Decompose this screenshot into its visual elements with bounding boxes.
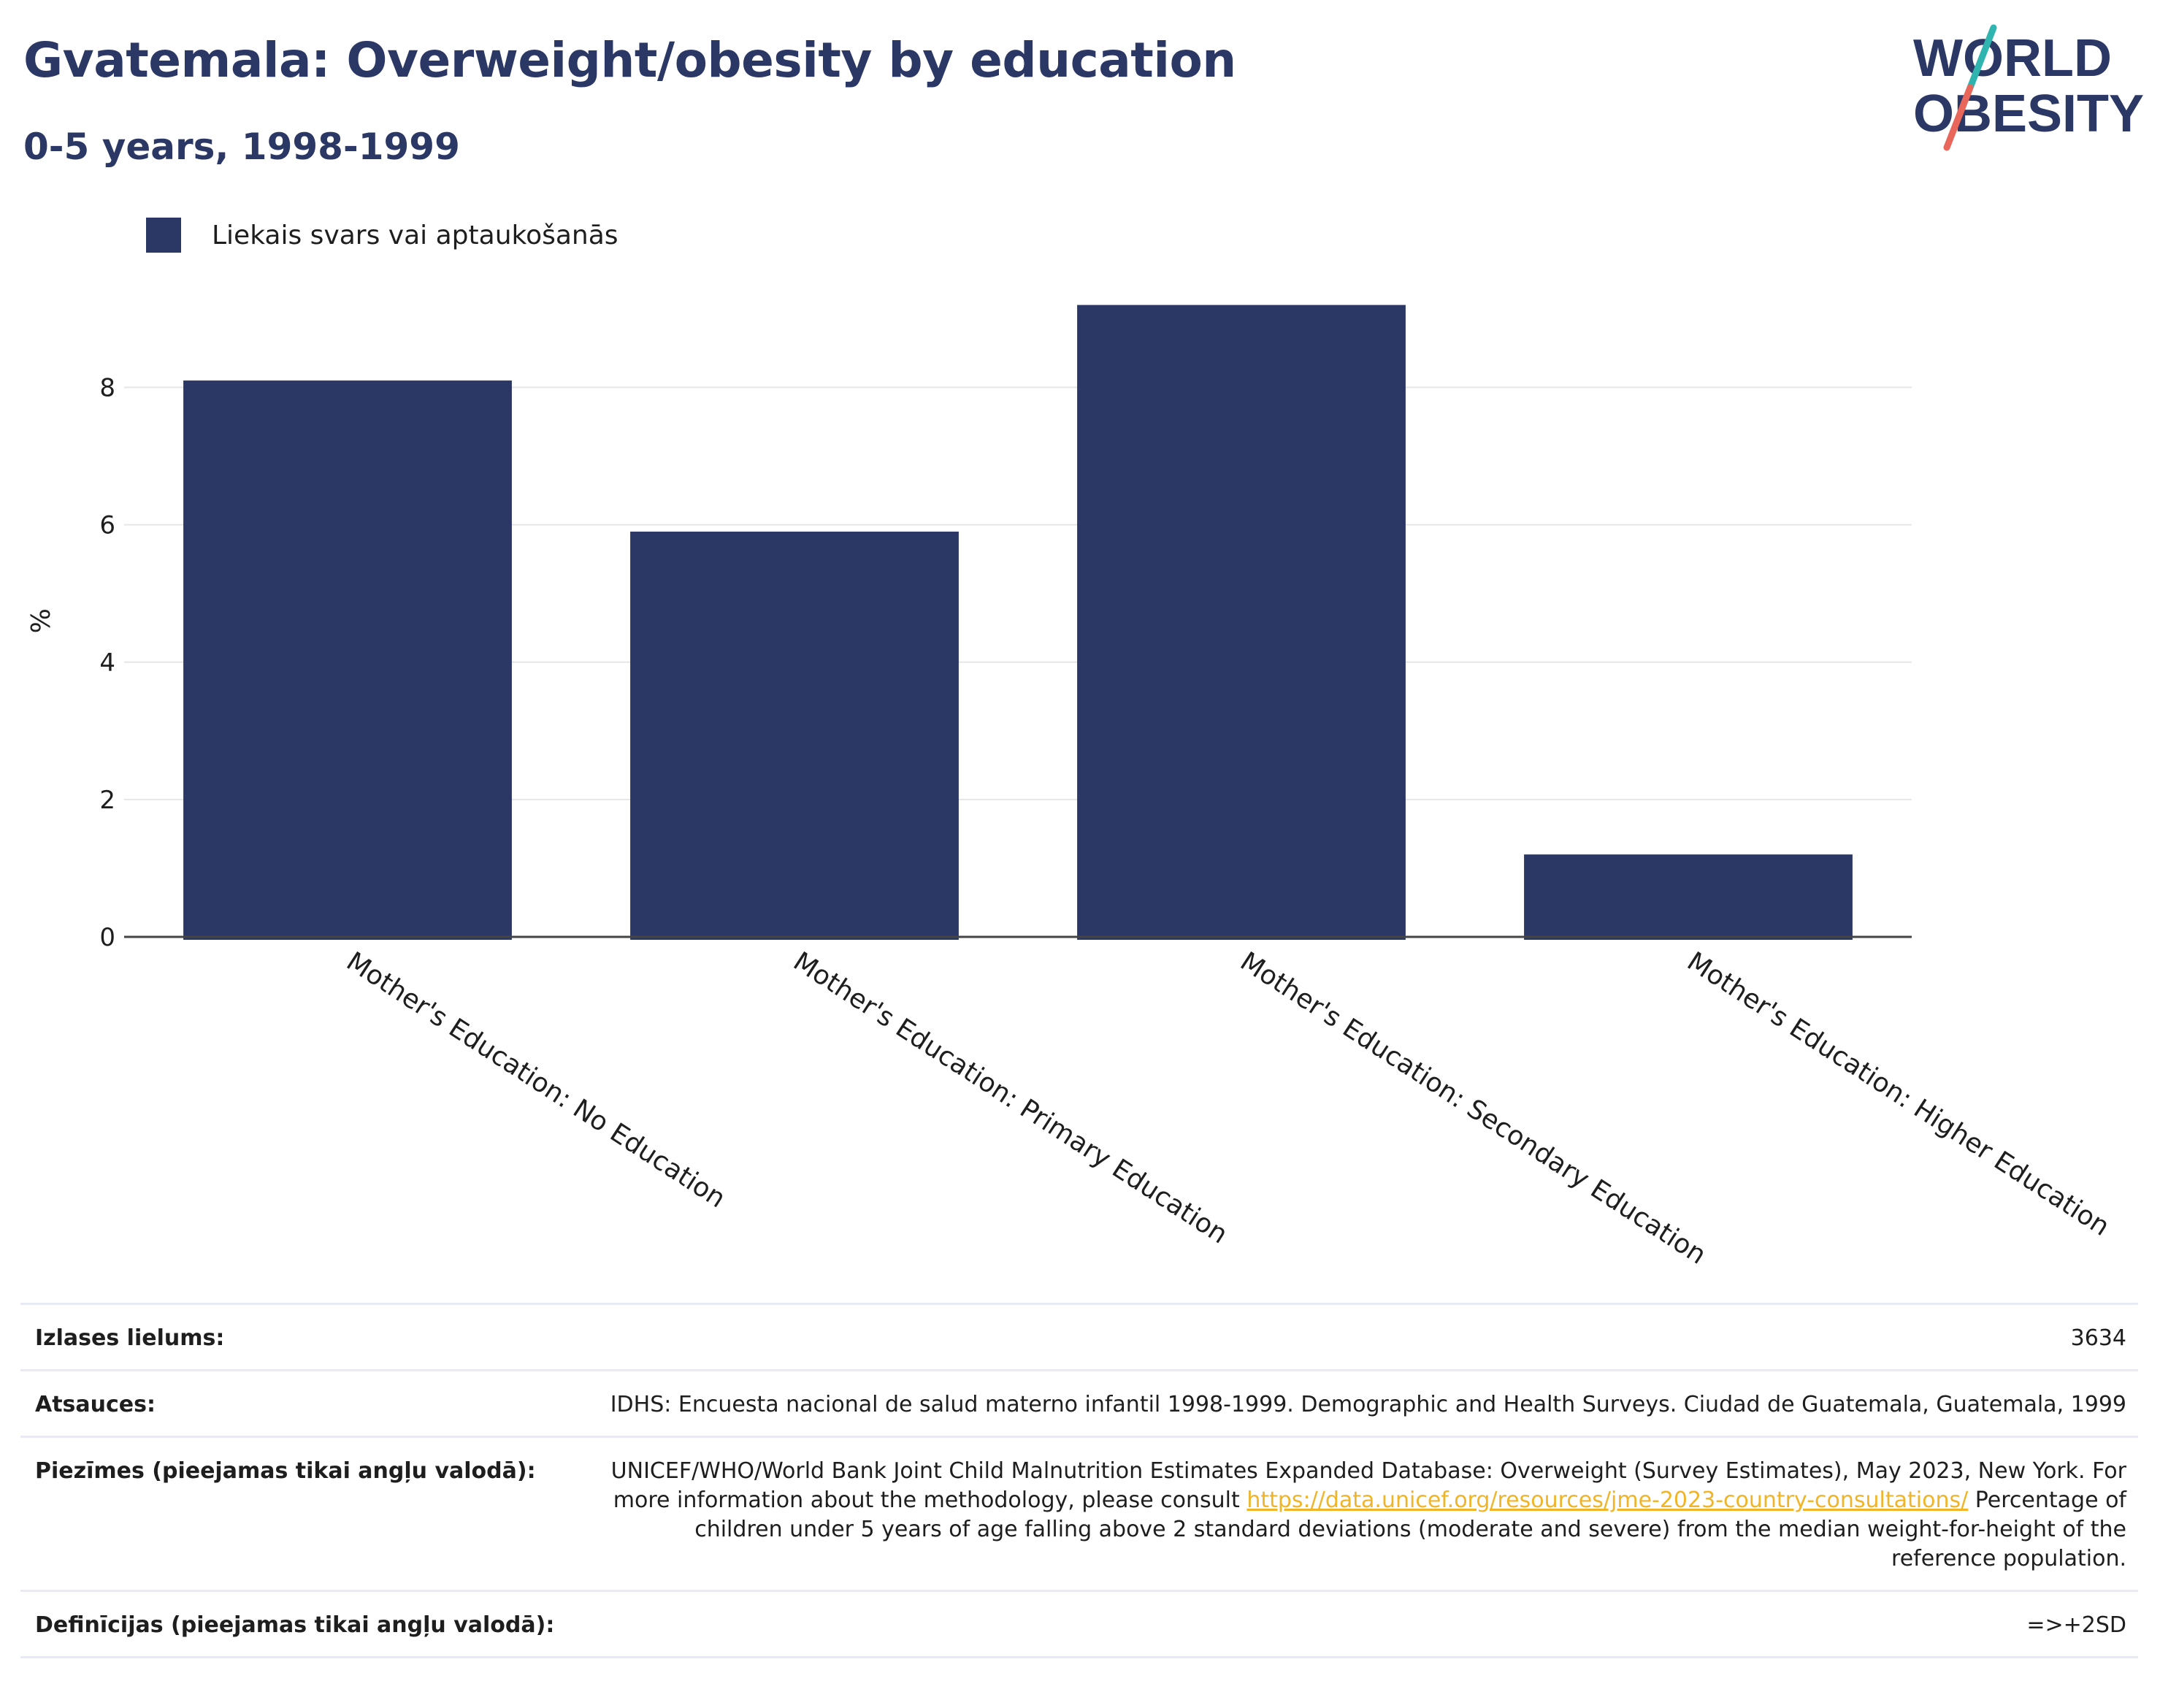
notes-text-2: Percentage of children under 5 years of … bbox=[694, 1487, 2126, 1571]
notes-value: UNICEF/WHO/World Bank Joint Child Malnut… bbox=[593, 1457, 2126, 1574]
chart-legend[interactable]: Liekais svars vai aptaukošanās bbox=[146, 218, 618, 253]
chart-subtitle: 0-5 years, 1998-1999 bbox=[23, 126, 460, 168]
y-tick-label: 0 bbox=[99, 923, 115, 952]
y-tick-label: 4 bbox=[99, 648, 115, 678]
definitions-row: Definīcijas (pieejamas tikai angļu valod… bbox=[20, 1590, 2138, 1658]
references-label: Atsauces: bbox=[35, 1392, 156, 1417]
sample-size-value: 3634 bbox=[2070, 1325, 2126, 1351]
notes-label: Piezīmes (pieejamas tikai angļu valodā): bbox=[35, 1458, 536, 1484]
references-row: Atsauces: IDHS: Encuesta nacional de sal… bbox=[20, 1369, 2138, 1436]
sample-size-label: Izlases lielums: bbox=[35, 1325, 225, 1351]
info-table: Izlases lielums: 3634 Atsauces: IDHS: En… bbox=[20, 1303, 2138, 1658]
bar bbox=[630, 532, 959, 940]
sample-size-row: Izlases lielums: 3634 bbox=[20, 1303, 2138, 1369]
methodology-link[interactable]: https://data.unicef.org/resources/jme-20… bbox=[1246, 1487, 1969, 1513]
legend-label: Liekais svars vai aptaukošanās bbox=[212, 220, 618, 250]
svg-text:OBESITY: OBESITY bbox=[1913, 85, 2144, 143]
y-tick-label: 2 bbox=[99, 786, 115, 815]
legend-swatch bbox=[146, 218, 181, 253]
world-obesity-logo: WORLD OBESITY bbox=[1913, 24, 2144, 151]
bar bbox=[1524, 854, 1853, 940]
definitions-value: =>+2SD bbox=[2026, 1612, 2126, 1638]
x-tick-label: Mother's Education: Primary Education bbox=[788, 946, 1233, 1249]
notes-row: Piezīmes (pieejamas tikai angļu valodā):… bbox=[20, 1436, 2138, 1590]
svg-text:WORLD: WORLD bbox=[1913, 29, 2112, 88]
x-tick-label: Mother's Education: No Education bbox=[341, 946, 730, 1214]
references-value: IDHS: Encuesta nacional de salud materno… bbox=[610, 1392, 2126, 1417]
bar bbox=[1077, 305, 1406, 940]
y-tick-label: 8 bbox=[99, 374, 115, 403]
y-tick-label: 6 bbox=[99, 511, 115, 540]
definitions-label: Definīcijas (pieejamas tikai angļu valod… bbox=[35, 1612, 555, 1638]
y-axis-label: % bbox=[26, 608, 56, 633]
bar bbox=[183, 380, 512, 940]
x-tick-label: Mother's Education: Higher Education bbox=[1682, 946, 2115, 1242]
notes-text: UNICEF/WHO/World Bank Joint Child Malnut… bbox=[610, 1458, 2126, 1513]
chart-title: Gvatemala: Overweight/obesity by educati… bbox=[23, 32, 1236, 88]
x-tick-label: Mother's Education: Secondary Education bbox=[1235, 946, 1711, 1271]
